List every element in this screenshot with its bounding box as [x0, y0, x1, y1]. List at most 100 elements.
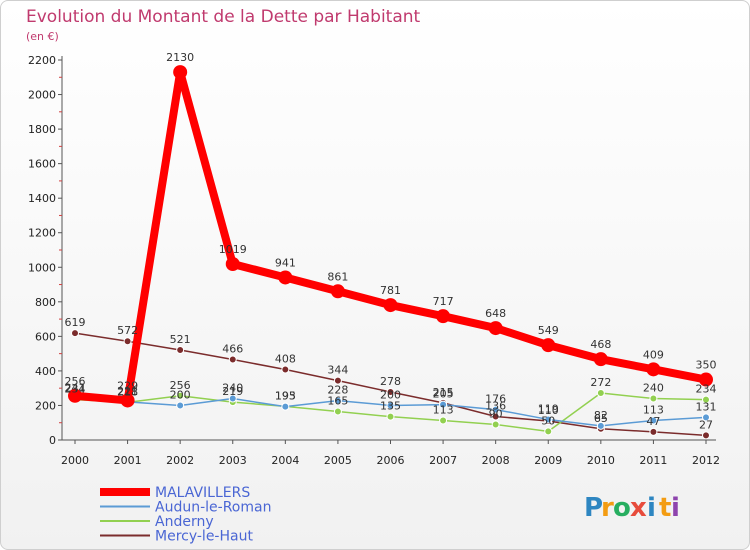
logo-letter: o	[613, 493, 631, 523]
data-label: 27	[699, 418, 713, 431]
data-label: 229	[117, 379, 138, 392]
y-tick-label: 1200	[28, 227, 56, 240]
data-label: 256	[170, 379, 191, 392]
data-point	[278, 270, 293, 285]
y-tick-label: 800	[35, 296, 56, 309]
data-point	[71, 329, 79, 338]
data-label: 82	[594, 409, 608, 422]
legend-label: Mercy-le-Haut	[155, 529, 253, 545]
x-tick-label: 2006	[377, 454, 405, 467]
data-label: 135	[380, 400, 401, 413]
data-point	[702, 413, 710, 422]
data-label: 218	[117, 385, 138, 398]
logo-letter: i	[671, 493, 680, 523]
data-label: 272	[590, 376, 611, 389]
data-label: 468	[590, 338, 611, 351]
data-label: 241	[65, 381, 86, 394]
x-tick-label: 2009	[534, 454, 562, 467]
data-point	[330, 284, 345, 299]
axes: 0 200 400 600 800 1000 1200 1400 1600 1800 2000 220…	[28, 54, 720, 467]
y-tick-label: 1000	[28, 261, 56, 274]
data-label: 205	[433, 388, 454, 401]
data-point	[120, 393, 135, 408]
x-tick-label: 2005	[324, 454, 352, 467]
y-tick-label: 2200	[28, 54, 56, 67]
legend-label: Audun-le-Roman	[155, 500, 271, 516]
legend-label: Anderny	[155, 514, 214, 530]
data-point	[596, 421, 605, 430]
data-label: 234	[65, 383, 86, 396]
data-label: 409	[643, 348, 664, 361]
proxiti-logo: Pr o x i t i	[584, 493, 680, 523]
y-tick-label: 1800	[28, 123, 56, 136]
data-point	[228, 394, 237, 403]
data-label: 47	[646, 415, 660, 428]
data-point	[281, 402, 290, 411]
data-label: 215	[433, 386, 454, 399]
data-point	[488, 321, 503, 336]
x-tick-label: 2011	[639, 454, 667, 467]
x-tick-label: 2012	[692, 454, 720, 467]
data-point	[176, 346, 185, 355]
data-label: 113	[643, 403, 664, 416]
data-point	[544, 427, 553, 436]
data-point	[439, 416, 448, 425]
data-point	[544, 415, 553, 424]
data-label: 648	[485, 307, 506, 320]
data-point	[333, 407, 342, 416]
chart-subtitle: (en €)	[26, 30, 59, 43]
data-label: 136	[485, 400, 506, 413]
data-point	[225, 256, 240, 271]
data-point	[596, 389, 605, 398]
data-point	[383, 298, 398, 313]
logo-letter: P	[584, 493, 603, 523]
data-label: 50	[541, 414, 555, 427]
data-label: 195	[275, 389, 296, 402]
data-point	[386, 387, 395, 396]
data-point	[123, 337, 132, 346]
y-tick-label: 1600	[28, 158, 56, 171]
data-label: 1019	[219, 243, 247, 256]
data-label: 219	[222, 385, 243, 398]
data-point	[649, 394, 658, 403]
data-label: 240	[222, 382, 243, 395]
data-point	[439, 400, 448, 409]
x-tick-label: 2002	[166, 454, 194, 467]
data-label: 781	[380, 284, 401, 297]
logo-letter: x	[630, 493, 647, 523]
data-label: 176	[485, 393, 506, 406]
chart-title: Evolution du Montant de la Dette par Hab…	[26, 7, 421, 27]
data-label: 131	[696, 400, 717, 413]
data-label: 861	[327, 270, 348, 283]
data-label: 256	[65, 375, 86, 388]
series-line-malavillers	[74, 68, 707, 405]
data-label: 165	[327, 395, 348, 408]
data-point	[68, 388, 82, 403]
data-point	[228, 355, 237, 364]
data-label: 2130	[166, 51, 194, 64]
data-label: 110	[538, 404, 559, 417]
data-label: 408	[275, 353, 296, 366]
data-point	[173, 65, 188, 80]
data-point	[491, 405, 500, 414]
data-label: 717	[433, 295, 454, 308]
data-label: 619	[65, 316, 86, 329]
data-point	[491, 420, 500, 429]
data-point	[333, 376, 342, 385]
data-label: 344	[327, 364, 348, 377]
x-tick-label: 2007	[429, 454, 457, 467]
data-label: 200	[170, 388, 191, 401]
data-point	[436, 309, 451, 324]
y-tick-label: 0	[49, 434, 56, 447]
x-tick-label: 2001	[114, 454, 142, 467]
logo-letter: t	[659, 493, 671, 523]
data-label: 228	[327, 384, 348, 397]
logo-letter: i	[647, 493, 656, 523]
data-point	[702, 431, 710, 440]
data-point	[646, 362, 661, 377]
data-label: 466	[222, 343, 243, 356]
y-tick-label: 1400	[28, 192, 56, 205]
